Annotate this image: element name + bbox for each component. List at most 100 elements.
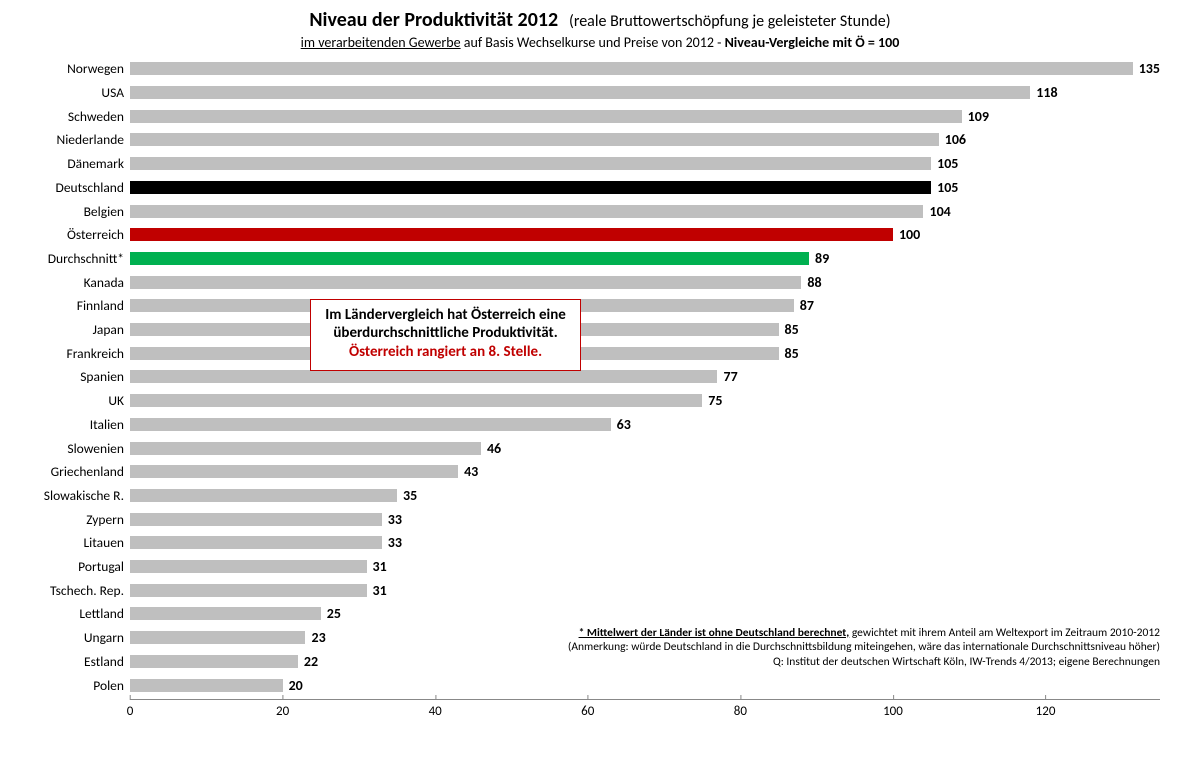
bars-region: Norwegen135USA118Schweden109Niederlande1… xyxy=(130,57,1160,697)
bar-category-label: Ungarn xyxy=(14,629,130,646)
footnote-block: * Mittelwert der Länder ist ohne Deutsch… xyxy=(568,626,1160,669)
x-axis-tick: 0 xyxy=(127,700,134,719)
x-axis-tick-label: 20 xyxy=(276,700,289,719)
bar-row: Österreich100 xyxy=(130,223,1160,247)
bar-category-label: Estland xyxy=(14,653,130,670)
x-axis-tick-label: 80 xyxy=(734,700,747,719)
bar-value-label: 43 xyxy=(464,463,478,480)
bar-value-label: 75 xyxy=(708,392,722,409)
bar-category-label: Slowenien xyxy=(14,440,130,457)
footnote-line2: (Anmerkung: würde Deutschland in die Dur… xyxy=(568,640,1160,654)
bar-rect xyxy=(130,62,1133,75)
bar-rect xyxy=(130,394,702,407)
bar-row: Zypern33 xyxy=(130,507,1160,531)
bar-row: Kanada88 xyxy=(130,270,1160,294)
bar-rect xyxy=(130,205,923,218)
bar-rect xyxy=(130,607,321,620)
bar-row: Litauen33 xyxy=(130,531,1160,555)
bar-rect xyxy=(130,679,283,692)
footnote-line1-rest: gewichtet mit ihrem Anteil am Weltexport… xyxy=(849,626,1160,640)
bar-value-label: 46 xyxy=(487,440,501,457)
bar-rect xyxy=(130,181,931,194)
bar-value-label: 106 xyxy=(945,131,966,148)
chart-title-main: Niveau der Produktivität 2012 xyxy=(309,8,558,32)
x-axis-tick-label: 120 xyxy=(1036,700,1056,719)
bar-value-label: 118 xyxy=(1036,84,1057,101)
callout-line-2: überdurchschnittliche Produktivität. xyxy=(325,324,566,343)
bar-rect xyxy=(130,370,717,383)
x-axis-tick: 100 xyxy=(883,700,903,719)
bar-rect xyxy=(130,513,382,526)
bar-row: Niederlande106 xyxy=(130,128,1160,152)
bar-rect xyxy=(130,86,1030,99)
bar-value-label: 33 xyxy=(388,511,402,528)
x-axis: 0 20 40 60 80 100 120 xyxy=(130,699,1160,727)
bar-category-label: Slowakische R. xyxy=(14,487,130,504)
bar-row: Schweden109 xyxy=(130,104,1160,128)
bar-row: Dänemark105 xyxy=(130,152,1160,176)
bar-row: Slowenien46 xyxy=(130,436,1160,460)
bar-rect xyxy=(130,465,458,478)
bar-row: USA118 xyxy=(130,81,1160,105)
bar-rect xyxy=(130,228,893,241)
bar-rect xyxy=(130,584,367,597)
bar-row: Griechenland43 xyxy=(130,460,1160,484)
bar-value-label: 25 xyxy=(327,605,341,622)
bar-category-label: Norwegen xyxy=(14,60,130,77)
bar-value-label: 87 xyxy=(800,297,814,314)
chart-subtitle: im verarbeitenden Gewerbe auf Basis Wech… xyxy=(10,34,1190,51)
bar-category-label: Portugal xyxy=(14,558,130,575)
bar-row: Finnland87 xyxy=(130,294,1160,318)
bar-row: Portugal31 xyxy=(130,555,1160,579)
x-axis-tick: 80 xyxy=(734,700,747,719)
bar-rect xyxy=(130,276,801,289)
bar-row: Norwegen135 xyxy=(130,57,1160,81)
bar-row: Frankreich85 xyxy=(130,341,1160,365)
bar-category-label: Spanien xyxy=(14,368,130,385)
bar-rect xyxy=(130,133,939,146)
bar-value-label: 88 xyxy=(807,274,821,291)
bar-category-label: Finnland xyxy=(14,297,130,314)
bar-category-label: Dänemark xyxy=(14,155,130,172)
subtitle-bold: Niveau-Vergleiche mit Ö = 100 xyxy=(725,34,900,51)
x-axis-tick: 20 xyxy=(276,700,289,719)
bar-value-label: 63 xyxy=(617,416,631,433)
bar-category-label: UK xyxy=(14,392,130,409)
bar-row: Polen20 xyxy=(130,673,1160,697)
bar-value-label: 105 xyxy=(937,179,958,196)
x-axis-tick: 40 xyxy=(429,700,442,719)
bar-rect xyxy=(130,442,481,455)
bar-rect xyxy=(130,560,367,573)
callout-line-3: Österreich rangiert an 8. Stelle. xyxy=(325,343,566,362)
bar-value-label: 23 xyxy=(311,629,325,646)
bar-category-label: Deutschland xyxy=(14,179,130,196)
bar-rect xyxy=(130,536,382,549)
footnote-line1-bold: * Mittelwert der Länder ist ohne Deutsch… xyxy=(579,626,850,640)
bar-category-label: Griechenland xyxy=(14,463,130,480)
bar-category-label: Japan xyxy=(14,321,130,338)
x-axis-tick-label: 40 xyxy=(429,700,442,719)
x-axis-tick-label: 0 xyxy=(127,700,134,719)
bar-row: Deutschland105 xyxy=(130,176,1160,200)
bar-category-label: Belgien xyxy=(14,203,130,220)
bar-category-label: Frankreich xyxy=(14,345,130,362)
bar-row: Tschech. Rep.31 xyxy=(130,578,1160,602)
bar-value-label: 89 xyxy=(815,250,829,267)
bar-category-label: Italien xyxy=(14,416,130,433)
footnote-line3: Q: Institut der deutschen Wirtschaft Köl… xyxy=(568,655,1160,669)
bar-value-label: 20 xyxy=(289,677,303,694)
callout-box: Im Ländervergleich hat Österreich eine ü… xyxy=(310,299,581,371)
plot-area: Norwegen135USA118Schweden109Niederlande1… xyxy=(130,57,1160,727)
bar-rect xyxy=(130,489,397,502)
bar-category-label: Tschech. Rep. xyxy=(14,582,130,599)
bar-category-label: USA xyxy=(14,84,130,101)
bar-category-label: Lettland xyxy=(14,605,130,622)
bar-rect xyxy=(130,252,809,265)
x-axis-tick-label: 60 xyxy=(581,700,594,719)
bar-row: Durchschnitt*89 xyxy=(130,247,1160,271)
x-axis-tick-label: 100 xyxy=(883,700,903,719)
bar-rect xyxy=(130,110,962,123)
bar-value-label: 100 xyxy=(899,226,920,243)
bar-category-label: Zypern xyxy=(14,511,130,528)
x-axis-tick: 120 xyxy=(1036,700,1056,719)
